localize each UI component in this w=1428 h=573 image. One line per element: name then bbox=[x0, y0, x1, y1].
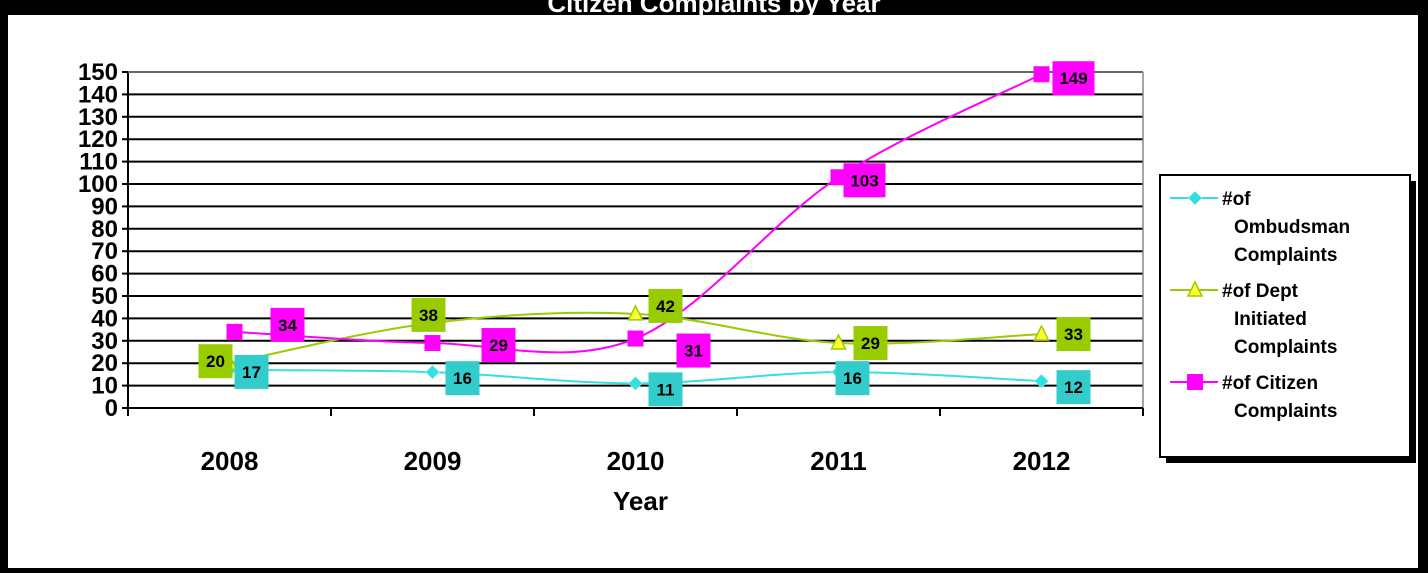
series-point bbox=[227, 324, 243, 340]
data-label: 29 bbox=[489, 336, 508, 355]
x-axis-label: Year bbox=[613, 486, 668, 516]
series-point bbox=[1035, 326, 1049, 340]
y-tick-label: 150 bbox=[78, 59, 118, 86]
x-tick-label: 2011 bbox=[810, 446, 866, 476]
series-point bbox=[628, 331, 644, 347]
data-label: 16 bbox=[843, 369, 862, 388]
data-label: 17 bbox=[242, 363, 261, 382]
data-label: 103 bbox=[850, 171, 878, 190]
series-point bbox=[1034, 66, 1050, 82]
data-label: 29 bbox=[861, 334, 880, 353]
data-label: 33 bbox=[1064, 325, 1083, 344]
series-point bbox=[426, 365, 440, 379]
axes: 0102030405060708090100110120130140150200… bbox=[78, 59, 1143, 516]
data-label: 38 bbox=[419, 306, 438, 325]
x-tick-label: 2008 bbox=[201, 446, 259, 476]
data-label: 31 bbox=[684, 342, 703, 361]
legend-marker bbox=[1187, 374, 1203, 390]
x-tick-label: 2012 bbox=[1013, 446, 1071, 476]
data-label: 20 bbox=[206, 352, 225, 371]
legend: #of Ombudsman Complaints#of Dept Initiated C… bbox=[1160, 175, 1416, 463]
data-label: 34 bbox=[278, 316, 297, 335]
data-label: 11 bbox=[657, 380, 675, 399]
x-tick-label: 2009 bbox=[404, 446, 462, 476]
data-label: 149 bbox=[1059, 69, 1087, 88]
data-label: 16 bbox=[453, 369, 472, 388]
series-point bbox=[629, 376, 643, 390]
data-label: 12 bbox=[1064, 378, 1083, 397]
series-point bbox=[425, 335, 441, 351]
x-tick-label: 2010 bbox=[607, 446, 665, 476]
data-label: 42 bbox=[656, 297, 675, 316]
